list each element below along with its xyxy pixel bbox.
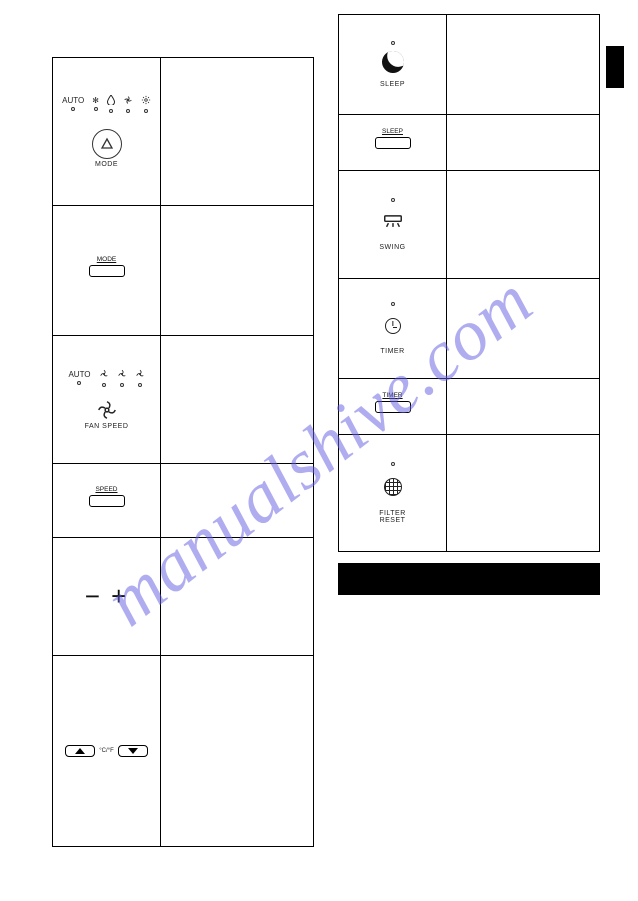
fanspeed-desc <box>161 336 313 463</box>
fan-ind-med-dot <box>120 383 124 387</box>
updown-desc <box>161 656 313 846</box>
fan3-icon-2 <box>117 369 127 381</box>
mode-ind-auto-label: AUTO <box>62 97 84 105</box>
fan-ind-high <box>135 369 145 387</box>
speed-pill-button[interactable]: SPEED <box>89 495 125 507</box>
mode-ind-heat <box>141 95 151 113</box>
sleep-btn-cell: SLEEP <box>339 115 447 170</box>
mode-indicator-row: AUTO ✻ <box>62 95 151 113</box>
filter-label: FILTER RESET <box>379 510 406 524</box>
fanspeed-cell: AUTO <box>53 336 161 463</box>
row-speed-button: SPEED <box>53 464 313 538</box>
fan-ind-low <box>99 369 109 387</box>
sleep-desc <box>447 15 599 114</box>
right-column: SLEEP SLEEP SWING <box>338 14 600 552</box>
page: { "watermark": { "text": "manualshive.co… <box>0 0 638 901</box>
sleep-dot <box>391 41 395 45</box>
mode-ind-fan <box>123 95 133 113</box>
fan-indicator-row: AUTO <box>68 369 144 387</box>
sleep-pill-button[interactable]: SLEEP <box>375 137 411 149</box>
mode-ind-dry <box>107 95 115 113</box>
fan3-icon-1 <box>99 369 109 381</box>
speed-pill-label: SPEED <box>90 486 124 493</box>
mode-display-desc <box>161 58 313 205</box>
mode-ind-fan-dot <box>126 109 130 113</box>
moon-icon <box>378 48 406 76</box>
timer-dot <box>391 302 395 306</box>
sleep-cell: SLEEP <box>339 15 447 114</box>
fan-small-icon <box>123 95 133 107</box>
mode-ind-cool: ✻ <box>92 97 99 111</box>
mode-btn-desc <box>161 206 313 335</box>
timer-pill-label: TIMER <box>376 392 410 399</box>
plusminus-cell: − + <box>53 538 161 655</box>
swing-icon <box>382 214 404 230</box>
sleep-btn-desc <box>447 115 599 170</box>
arrow-down-button[interactable] <box>118 745 148 757</box>
row-timer-button: TIMER <box>339 379 599 435</box>
mode-label: MODE <box>95 161 118 168</box>
row-fanspeed-display: AUTO <box>53 336 313 464</box>
swing-cell: SWING <box>339 171 447 278</box>
swing-desc <box>447 171 599 278</box>
clock-icon <box>385 318 401 334</box>
row-swing-display: SWING <box>339 171 599 279</box>
mode-ind-dry-dot <box>109 109 113 113</box>
mode-ind-auto: AUTO <box>62 97 84 111</box>
timer-desc <box>447 279 599 378</box>
fanspeed-label: FAN SPEED <box>85 423 129 430</box>
swing-dot <box>391 198 395 202</box>
row-timer-display: TIMER <box>339 279 599 379</box>
timer-label: TIMER <box>380 348 404 355</box>
mode-display-cell: AUTO ✻ <box>53 58 161 205</box>
triangle-up-icon <box>100 137 114 151</box>
updown-cell: °C/°F <box>53 656 161 846</box>
timer-btn-desc <box>447 379 599 434</box>
mode-ind-heat-dot <box>144 109 148 113</box>
row-mode-button: MODE <box>53 206 313 336</box>
mode-ind-cool-dot <box>94 107 98 111</box>
mode-pill-button[interactable]: MODE <box>89 265 125 277</box>
fan-ind-med <box>117 369 127 387</box>
left-column: AUTO ✻ <box>52 57 314 847</box>
mode-ind-auto-dot <box>71 107 75 111</box>
row-sleep-display: SLEEP <box>339 15 599 115</box>
fan-ind-auto-dot <box>77 381 81 385</box>
sleep-label: SLEEP <box>380 81 405 88</box>
mode-btn-cell: MODE <box>53 206 161 335</box>
row-sleep-button: SLEEP <box>339 115 599 171</box>
speed-btn-cell: SPEED <box>53 464 161 537</box>
fan-ind-auto: AUTO <box>68 371 90 385</box>
filter-dot <box>391 462 395 466</box>
section-header-bar <box>338 563 600 595</box>
row-filter-display: FILTER RESET <box>339 435 599 551</box>
mode-circle-button[interactable] <box>92 129 122 159</box>
swing-label: SWING <box>379 244 405 251</box>
fan3-icon-3 <box>135 369 145 381</box>
filter-desc <box>447 435 599 551</box>
sleep-pill-label: SLEEP <box>376 128 410 135</box>
fan4-icon <box>96 399 118 421</box>
fan-ind-high-dot <box>138 383 142 387</box>
timer-btn-cell: TIMER <box>339 379 447 434</box>
timer-pill-button[interactable]: TIMER <box>375 401 411 413</box>
timer-cell: TIMER <box>339 279 447 378</box>
plusminus-desc <box>161 538 313 655</box>
arrow-up-button[interactable] <box>65 745 95 757</box>
droplet-icon <box>107 95 115 107</box>
filter-icon <box>384 478 402 496</box>
row-plusminus: − + <box>53 538 313 656</box>
row-mode-display: AUTO ✻ <box>53 58 313 206</box>
page-edge-tab <box>606 46 624 88</box>
speed-btn-desc <box>161 464 313 537</box>
plusminus-text[interactable]: − + <box>85 581 129 612</box>
sun-icon <box>141 95 151 107</box>
cf-label: °C/°F <box>99 748 113 754</box>
fan-ind-auto-label: AUTO <box>68 371 90 379</box>
snowflake-icon: ✻ <box>92 97 99 105</box>
fan-ind-low-dot <box>102 383 106 387</box>
filter-cell: FILTER RESET <box>339 435 447 551</box>
mode-pill-label: MODE <box>90 256 124 263</box>
row-updown: °C/°F <box>53 656 313 846</box>
